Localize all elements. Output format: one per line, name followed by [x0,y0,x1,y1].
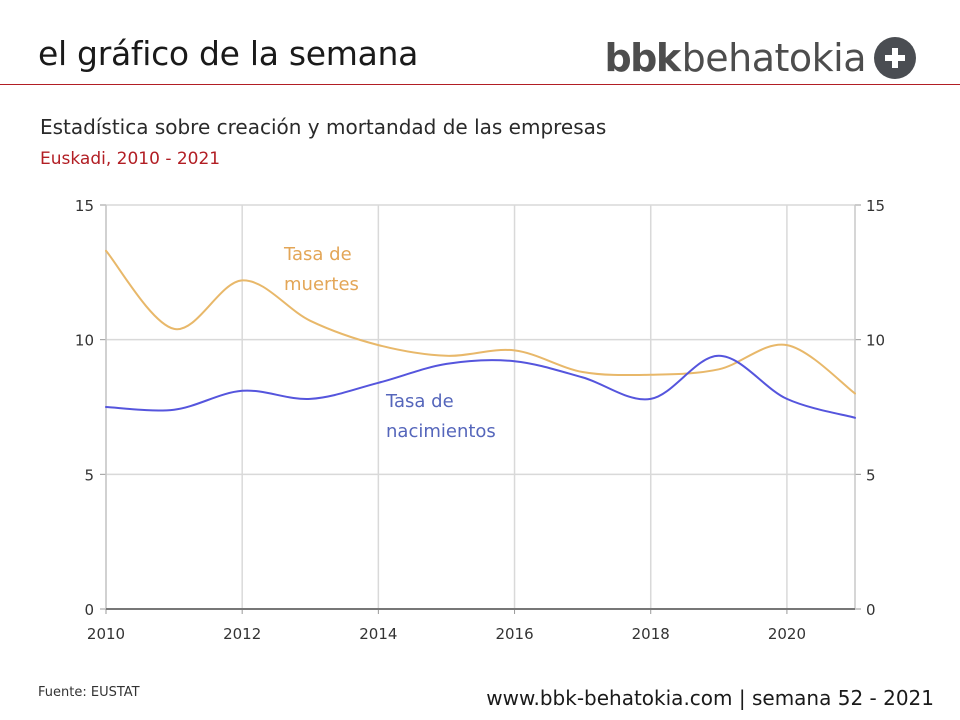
x-tick-label: 2016 [495,625,533,643]
series-layer [105,249,856,419]
y-tick-label-left: 10 [75,332,94,350]
y-tick-label-left: 5 [84,466,94,484]
y-tick-label-left: 0 [84,601,94,619]
brand-name: behatokia [681,36,867,80]
series-label-muertes: Tasa de [283,244,352,265]
chart-svg: 0 5 10 15 0 5 10 15 2010 2012 2014 2016 2018 2020 Tas… [75,197,885,643]
y-tick-label-right: 15 [866,197,885,215]
grid-layer [105,204,855,610]
chart-title: Estadística sobre creación y mortandad d… [40,115,607,139]
page-title: el gráfico de la semana [38,34,419,73]
series-label-muertes: muertes [284,274,359,295]
axis-layer: 0 5 10 15 0 5 10 15 2010 2012 2014 2016 2018 2020 [75,197,885,643]
footer-url[interactable]: www.bbk-behatokia.com | semana 52 - 2021 [486,686,934,710]
x-tick-label: 2018 [632,625,670,643]
x-tick-label: 2010 [87,625,125,643]
x-tick-label: 2020 [768,625,806,643]
x-tick-label: 2012 [223,625,261,643]
y-tick-label-right: 0 [866,601,876,619]
series-label-nacimientos: Tasa de [385,391,454,412]
y-tick-label-right: 10 [866,332,885,350]
series-label-layer: Tasa de muertes Tasa de nacimientos [283,244,496,442]
plus-icon [874,37,916,79]
x-tick-label: 2014 [359,625,397,643]
chart-subtitle: Euskadi, 2010 - 2021 [40,149,221,169]
source-note: Fuente: EUSTAT [38,685,140,700]
brand-logo: bbk behatokia [604,36,916,80]
brand-bbk: bbk [604,36,681,80]
line-chart: 0 5 10 15 0 5 10 15 2010 2012 2014 2016 2018 2020 Tas… [0,185,960,655]
series-line-nacimientos [105,354,856,419]
series-label-nacimientos: nacimientos [386,421,496,442]
series-line-muertes [105,249,856,395]
y-tick-label-right: 5 [866,466,876,484]
y-tick-label-left: 15 [75,197,94,215]
header-divider [0,84,960,85]
